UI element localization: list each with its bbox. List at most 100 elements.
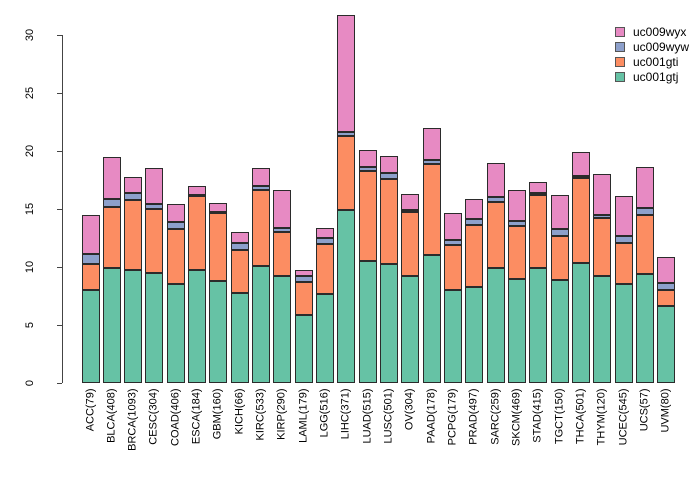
x-tick-label: LUAD(515) [361, 388, 374, 444]
legend-swatch-icon [615, 56, 625, 67]
bar-segment-uc009wyx [422, 127, 441, 161]
bar-segment-uc009wyx [550, 195, 569, 230]
bar-segment-uc009wyw [188, 195, 207, 198]
bar-segment-uc001gti [593, 217, 612, 277]
bar-segment-uc009wyw [358, 167, 377, 171]
bar-segment-uc009wyw [337, 131, 356, 136]
bar-segment-uc009wyx [252, 167, 271, 186]
x-tick-label: UCEC(545) [617, 388, 630, 446]
bar-segment-uc009wyw [401, 210, 420, 213]
bar-segment-uc001gtj [145, 272, 164, 383]
bar-segment-uc001gtj [230, 292, 249, 383]
bar-segment-uc009wyx [166, 204, 185, 222]
bar-segment-uc001gtj [294, 314, 313, 383]
bar-segment-uc009wyx [81, 214, 100, 255]
y-tick [57, 209, 62, 210]
x-tick-label: ESCA(184) [190, 388, 203, 445]
bar-segment-uc009wyx [102, 156, 121, 199]
bar-segment-uc009wyw [572, 175, 591, 179]
legend-swatch-icon [615, 41, 625, 52]
bar-segment-uc001gti [550, 235, 569, 280]
bar-segment-uc009wyw [230, 243, 249, 250]
bar-segment-uc009wyx [145, 167, 164, 204]
x-tick-label: PAAD(178) [425, 388, 438, 444]
bar-segment-uc001gtj [124, 270, 143, 383]
bar-segment-uc009wyw [486, 197, 505, 203]
bar-segment-uc009wyw [380, 173, 399, 179]
y-tick-label: 30 [24, 28, 36, 42]
bar-segment-uc001gti [102, 206, 121, 269]
bar-segment-uc009wyx [444, 213, 463, 241]
legend-swatch-icon [615, 71, 625, 82]
bar-segment-uc009wyw [209, 211, 228, 214]
x-tick-label: GBM(160) [211, 388, 224, 440]
bar-segment-uc001gti [486, 202, 505, 269]
x-tick-label: LIHC(371) [339, 388, 352, 440]
bar-segment-uc001gtj [486, 268, 505, 383]
bar-segment-uc001gtj [337, 210, 356, 383]
x-tick-label: BRCA(1093) [126, 388, 139, 451]
bar-segment-uc001gti [529, 195, 548, 269]
legend-label: uc009wyx [633, 24, 687, 39]
bar-segment-uc001gtj [593, 276, 612, 383]
bar-segment-uc009wyx [529, 181, 548, 194]
x-tick-label: SKCM(469) [510, 388, 523, 446]
bar-segment-uc001gti [444, 244, 463, 291]
bar-segment-uc009wyw [273, 227, 292, 233]
bar-segment-uc001gtj [81, 290, 100, 383]
bar-segment-uc001gti [252, 190, 271, 266]
bar-segment-uc001gti [636, 214, 655, 274]
x-tick-label: LUSC(501) [382, 388, 395, 444]
y-tick [57, 35, 62, 36]
bar-segment-uc001gti [124, 199, 143, 271]
x-tick-label: THYM(120) [595, 388, 608, 446]
bar-segment-uc009wyw [81, 254, 100, 264]
bar-segment-uc001gti [422, 163, 441, 256]
x-tick-label: ACC(79) [84, 388, 96, 432]
x-tick-label: OV(304) [403, 388, 416, 431]
bar-segment-uc009wyx [465, 199, 484, 220]
y-tick-label: 5 [24, 321, 36, 329]
bar-segment-uc009wyx [294, 270, 313, 277]
x-tick-label: COAD(406) [169, 388, 182, 446]
bar-segment-uc009wyx [380, 155, 399, 174]
bar-segment-uc009wyx [209, 203, 228, 212]
x-tick-label: LAML(179) [297, 388, 310, 443]
bar-segment-uc009wyw [529, 193, 548, 196]
bar-segment-uc001gtj [614, 284, 633, 383]
bar-segment-uc009wyx [337, 14, 356, 132]
bar-segment-uc009wyw [465, 219, 484, 226]
bar-segment-uc001gti [230, 249, 249, 293]
bar-segment-uc001gtj [444, 290, 463, 383]
bar-segment-uc001gtj [401, 275, 420, 383]
x-tick-label: KIRC(533) [254, 388, 267, 441]
x-tick-label: KIRP(290) [275, 388, 288, 440]
bar-segment-uc001gti [401, 212, 420, 276]
bar-segment-uc009wyx [486, 162, 505, 198]
legend-row: uc009wyw [615, 39, 689, 54]
y-tick [57, 325, 62, 326]
bar-segment-uc009wyw [294, 276, 313, 283]
bar-segment-uc009wyx [358, 149, 377, 168]
bar-segment-uc009wyw [636, 207, 655, 215]
bar-segment-uc009wyw [102, 198, 121, 207]
legend: uc009wyx uc009wyw uc001gti uc001gtj [615, 24, 689, 84]
bar-segment-uc009wyx [230, 231, 249, 244]
bar-segment-uc001gtj [188, 270, 207, 383]
bar-segment-uc009wyw [593, 214, 612, 218]
y-tick [57, 93, 62, 94]
x-tick-label: CESC(304) [147, 388, 160, 445]
bar-segment-uc009wyw [508, 220, 527, 227]
bar-segment-uc001gtj [422, 255, 441, 383]
bar-segment-uc001gti [273, 232, 292, 277]
bar-segment-uc001gti [614, 243, 633, 285]
y-tick-label: 25 [24, 86, 36, 100]
bar-segment-uc001gti [657, 290, 676, 307]
bar-segment-uc001gtj [166, 284, 185, 383]
bar-segment-uc009wyx [188, 185, 207, 196]
x-tick-label: UCS(57) [638, 388, 651, 432]
bar-segment-uc001gti [316, 243, 335, 294]
bar-segment-uc001gti [166, 228, 185, 285]
bar-segment-uc001gti [508, 226, 527, 279]
